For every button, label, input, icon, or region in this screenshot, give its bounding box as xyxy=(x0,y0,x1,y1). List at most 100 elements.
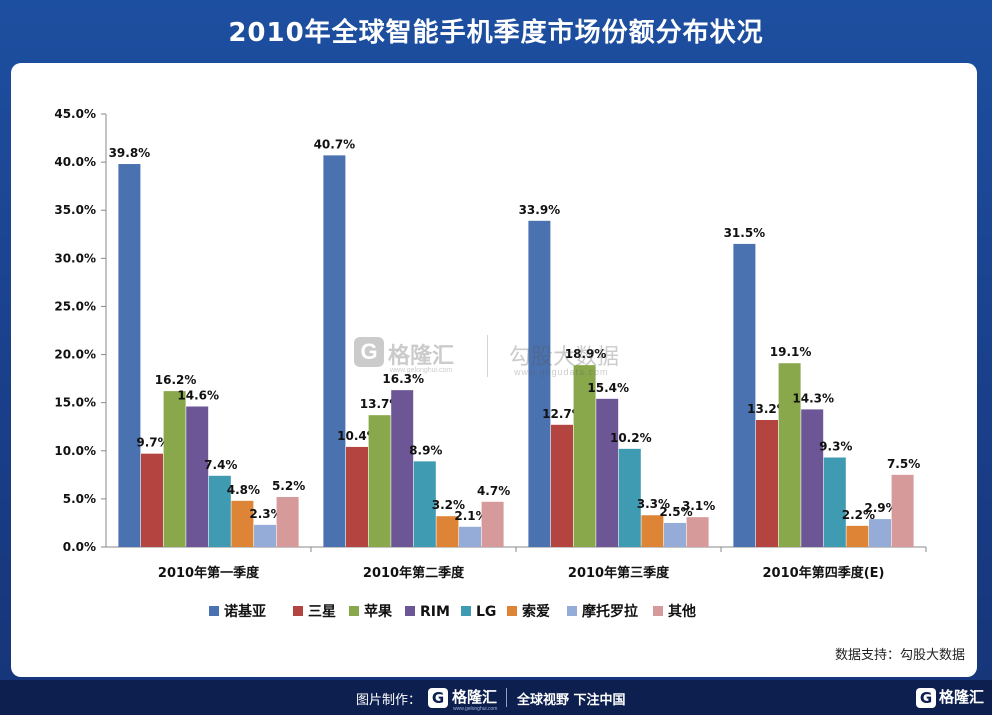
source-note: 数据支持：勾股大数据 xyxy=(834,648,965,663)
y-tick-label: 15.0% xyxy=(54,396,96,410)
category-label: 2010年第一季度 xyxy=(158,565,260,581)
footer-bar: 图片制作： G 格隆汇 www.gelonghui.com 全球视野 下注中国 G… xyxy=(0,680,992,715)
bar xyxy=(596,398,619,547)
legend-label: 苹果 xyxy=(364,603,393,620)
data-label: 2.9% xyxy=(864,501,897,515)
legend-label: 其他 xyxy=(668,603,696,620)
data-label: 13.2% xyxy=(747,402,789,416)
chart-card: 0.0% 5.0% 10.0% 15.0% 20.0% 25.0% 30.0% 35.0% 40… xyxy=(11,63,977,677)
data-label: 8.9% xyxy=(409,443,442,457)
data-label: 9.7% xyxy=(136,436,169,450)
y-tick-label: 45.0% xyxy=(54,107,96,121)
bar xyxy=(551,424,573,547)
data-label: 3.1% xyxy=(682,499,715,513)
bar xyxy=(481,501,504,547)
bar xyxy=(823,457,846,547)
bar xyxy=(869,519,891,547)
bar xyxy=(573,365,596,547)
legend-label: RIM xyxy=(420,604,450,620)
data-label: 7.4% xyxy=(204,458,237,472)
category-label: 2010年第四季度(E) xyxy=(763,565,885,581)
legend-swatch xyxy=(349,606,359,616)
data-label: 2.1% xyxy=(454,509,487,523)
page-title: 2010年全球智能手机季度市场份额分布状况 xyxy=(228,18,764,48)
y-tick-label: 30.0% xyxy=(54,251,96,265)
data-label: 9.3% xyxy=(819,440,852,454)
data-label: 7.5% xyxy=(887,457,920,471)
footer-brand-url: www.gelonghui.com xyxy=(453,706,498,712)
data-label: 19.1% xyxy=(770,345,812,359)
data-label: 14.3% xyxy=(792,391,834,405)
bar xyxy=(459,526,481,547)
corner-brand[interactable]: G 格隆汇 xyxy=(916,686,984,708)
bar xyxy=(118,164,141,547)
bar xyxy=(686,517,709,547)
data-label: 13.7% xyxy=(360,397,402,411)
data-label: 39.8% xyxy=(109,146,151,160)
data-label: 16.3% xyxy=(382,372,424,386)
footer-made-by: 图片制作： xyxy=(356,693,422,708)
y-tick-label: 35.0% xyxy=(54,203,96,217)
data-label: 5.2% xyxy=(272,479,305,493)
bar xyxy=(368,415,391,547)
legend-swatch xyxy=(405,606,415,616)
bar xyxy=(846,525,869,547)
bar xyxy=(618,448,641,547)
bar-chart: 0.0% 5.0% 10.0% 15.0% 20.0% 25.0% 30.0% 35.0% 40… xyxy=(54,107,927,620)
brand-logo-icon: G xyxy=(428,687,448,708)
bar xyxy=(664,522,686,547)
data-label: 16.2% xyxy=(155,373,197,387)
bar xyxy=(801,409,824,547)
legend-swatch xyxy=(293,606,303,616)
y-tick-label: 20.0% xyxy=(54,348,96,362)
footer-brand[interactable]: G 格隆汇 xyxy=(428,686,497,708)
category-label: 2010年第二季度 xyxy=(363,565,465,581)
corner-brand-name: 格隆汇 xyxy=(939,688,985,706)
data-label: 4.8% xyxy=(227,483,260,497)
legend-swatch xyxy=(567,606,577,616)
data-label: 4.7% xyxy=(477,484,510,498)
legend-label: 三星 xyxy=(308,604,336,620)
legend-label: 摩托罗拉 xyxy=(582,603,638,620)
bar xyxy=(208,475,231,547)
corner-logo-icon: G xyxy=(916,687,936,708)
data-label: 2.5% xyxy=(659,505,692,519)
bar xyxy=(276,496,299,547)
legend-swatch xyxy=(209,606,219,616)
bar xyxy=(186,406,209,547)
legend-label: 索爱 xyxy=(522,603,550,620)
data-label: 2.2% xyxy=(842,508,875,522)
data-label: 31.5% xyxy=(724,226,766,240)
data-label: 40.7% xyxy=(314,137,356,151)
y-tick-label: 25.0% xyxy=(54,299,96,313)
bar xyxy=(323,155,346,547)
bar xyxy=(254,524,276,547)
bar xyxy=(641,515,664,547)
legend-swatch xyxy=(461,606,471,616)
data-label: 18.9% xyxy=(565,347,607,361)
data-label: 10.2% xyxy=(610,431,652,445)
data-label: 2.3% xyxy=(249,507,282,521)
category-label: 2010年第三季度 xyxy=(568,565,670,581)
y-tick-label: 10.0% xyxy=(54,444,96,458)
data-label: 10.4% xyxy=(337,429,379,443)
bar xyxy=(413,461,436,547)
legend-label: 诺基亚 xyxy=(224,603,266,620)
bar xyxy=(436,516,459,547)
data-label: 3.2% xyxy=(432,498,465,512)
legend-label: LG xyxy=(476,604,496,620)
bar xyxy=(163,391,186,547)
y-tick-label: 0.0% xyxy=(63,540,96,554)
legend-swatch xyxy=(653,606,663,616)
y-tick-label: 5.0% xyxy=(63,492,96,506)
legend-swatch xyxy=(507,606,517,616)
bar xyxy=(528,220,551,547)
bar xyxy=(346,446,368,547)
bar xyxy=(391,390,414,547)
data-label: 14.6% xyxy=(177,389,219,403)
data-label: 33.9% xyxy=(519,203,561,217)
bar xyxy=(778,363,801,547)
footer-divider xyxy=(506,688,507,707)
bar xyxy=(756,419,778,547)
footer-brand-name: 格隆汇 xyxy=(452,688,498,706)
